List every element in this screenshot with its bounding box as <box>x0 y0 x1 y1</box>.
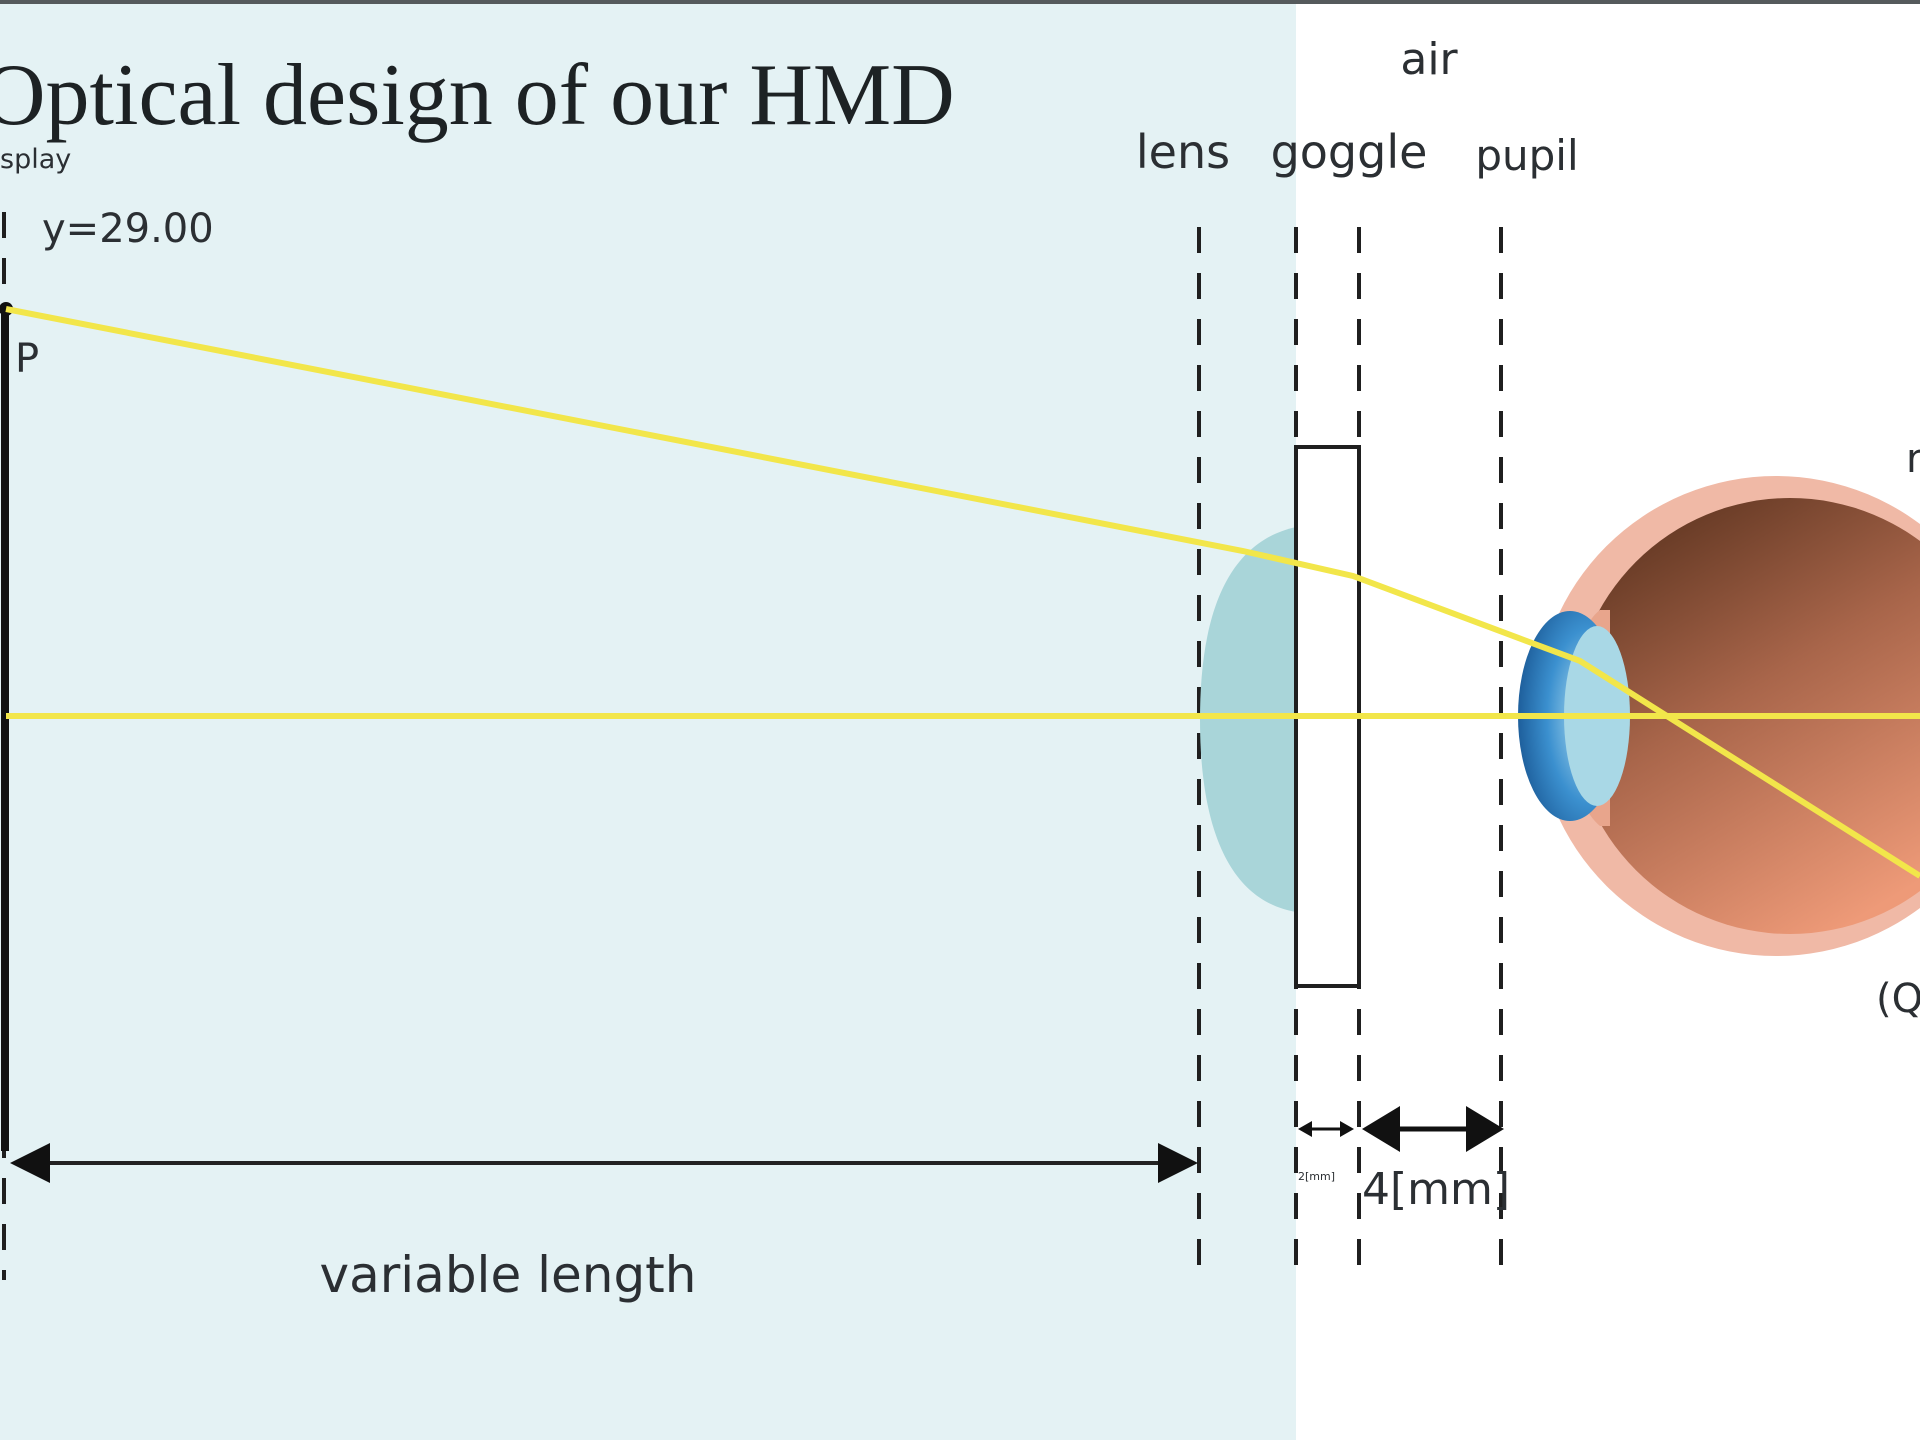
lens-shape <box>1200 527 1296 912</box>
point-p-label: P <box>15 336 39 382</box>
chief-ray <box>5 306 1920 879</box>
slide-title: Optical design of our HMD <box>0 47 955 144</box>
air-label: air <box>1400 34 1458 85</box>
variable-length-dimension <box>10 1143 1198 1183</box>
top-border <box>0 0 1920 4</box>
lens-label: lens <box>1136 125 1230 179</box>
arrowhead-left <box>10 1143 50 1183</box>
goggle-label: goggle <box>1271 125 1428 179</box>
arrowhead-right <box>1158 1143 1198 1183</box>
y-value-label: y=29.00 <box>42 206 214 252</box>
display-region-background <box>0 0 1296 1440</box>
goggle-thickness-dimension <box>1298 1121 1354 1137</box>
q-label-partial: (Q <box>1876 976 1920 1022</box>
goggle-pupil-dimension <box>1362 1106 1504 1152</box>
goggle-thickness-label: 2[mm] <box>1298 1170 1335 1183</box>
display-label: splay <box>0 144 71 175</box>
pupil-label: pupil <box>1475 131 1578 180</box>
variable-length-label: variable length <box>320 1246 697 1304</box>
retina-label-partial: r <box>1906 436 1920 482</box>
goggle-pupil-distance-label: 4[mm] <box>1362 1164 1510 1215</box>
